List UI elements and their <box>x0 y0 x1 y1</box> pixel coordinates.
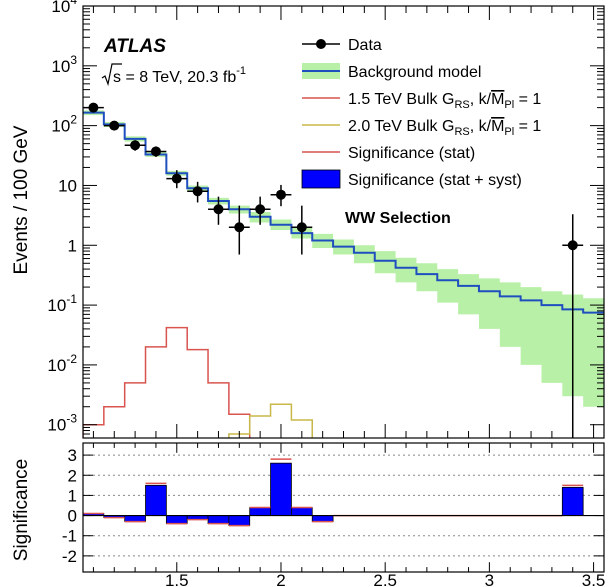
legend-data-marker <box>316 39 326 49</box>
annotations: ATLAS s = 8 TeV, 20.3 fb-1 WW Selection <box>101 36 451 227</box>
y-tick-label: 10-1 <box>47 292 77 315</box>
data-marker <box>275 189 286 200</box>
data-point <box>270 184 292 207</box>
legend-label: Data <box>348 37 382 54</box>
y-tick-label: 0 <box>68 507 77 526</box>
sqrt-icon <box>101 63 122 87</box>
data-point <box>291 205 313 255</box>
data-point <box>187 181 209 203</box>
selection-label: WW Selection <box>345 210 451 227</box>
data-point <box>124 140 146 151</box>
data-point <box>228 205 250 255</box>
x-axis: 1.5 2 2.5 3 3.5 <box>165 571 605 587</box>
background-uncertainty-band <box>83 110 604 407</box>
data-point <box>208 196 229 225</box>
legend-label: 2.0 TeV Bulk GRS, k/MPl = 1 <box>348 118 541 138</box>
y-tick-label: -1 <box>62 527 77 546</box>
legend-entry: Background model <box>302 63 481 81</box>
y-tick-label: 103 <box>51 53 77 76</box>
signal-1p5-tev-line <box>83 326 251 438</box>
significance-bar <box>270 462 292 516</box>
signal-2p0-tev-line <box>228 403 313 438</box>
data-point <box>166 170 188 189</box>
significance-bar <box>311 515 334 523</box>
bottom-plot-area <box>83 454 604 557</box>
y-axis-title-top: Events / 100 GeV <box>11 125 32 274</box>
y-tick-label: 102 <box>51 113 77 136</box>
data-point <box>249 196 271 225</box>
y-tick-label: -2 <box>62 547 77 566</box>
bottom-panel: 321 0-1-2 <box>62 442 605 573</box>
legend-entry: Significance (stat) <box>302 145 475 162</box>
data-marker <box>255 204 266 215</box>
data-marker <box>567 240 578 251</box>
data-marker <box>109 120 120 131</box>
y-tick-label: 10-2 <box>47 352 77 375</box>
data-marker <box>171 173 182 184</box>
y-axis-title-bottom: Significance <box>11 459 32 561</box>
legend-label: Significance (stat) <box>348 145 475 162</box>
y-tick-label: 10-3 <box>47 412 77 435</box>
legend-label: Background model <box>348 64 481 81</box>
x-tick-label: 2 <box>276 571 285 587</box>
top-plot-area <box>83 102 604 438</box>
significance-bar <box>249 507 271 516</box>
data-marker <box>296 222 307 233</box>
y-tick-label: 1 <box>68 486 77 505</box>
legend: Data Background model 1.5 TeV Bulk GRS, k/… <box>301 37 541 189</box>
bottom-frame <box>82 442 605 573</box>
significance-bar <box>228 515 251 527</box>
data-marker <box>234 222 245 233</box>
data-marker <box>213 204 224 215</box>
legend-entry: Data <box>302 37 382 54</box>
significance-bar <box>207 515 230 525</box>
x-tick-label: 1.5 <box>165 571 189 587</box>
x-tick-label: 3 <box>485 571 494 587</box>
data-point <box>145 146 167 157</box>
y-tick-label: 2 <box>68 466 77 485</box>
x-tick-label: 2.5 <box>373 571 397 587</box>
legend-entry: Significance (stat + syst) <box>301 169 522 189</box>
energy-lumi-label: s = 8 TeV, 20.3 fb-1 <box>113 65 246 86</box>
data-point <box>103 120 125 131</box>
significance-bar <box>561 486 584 516</box>
data-marker <box>130 140 141 151</box>
atlas-label: ATLAS <box>103 36 166 57</box>
legend-entry: 2.0 TeV Bulk GRS, k/MPl = 1 <box>302 118 541 138</box>
background-model-line <box>83 111 604 314</box>
data-marker <box>88 102 99 113</box>
data-marker <box>150 146 161 157</box>
significance-bar <box>145 484 167 516</box>
significance-bar <box>165 515 188 525</box>
y-tick-label: 1 <box>68 236 77 255</box>
data-point <box>562 214 584 438</box>
legend-label: Significance (stat + syst) <box>348 172 522 189</box>
significance-bar <box>124 515 146 523</box>
legend-label: 1.5 TeV Bulk GRS, k/MPl = 1 <box>348 91 541 111</box>
legend-entry: 1.5 TeV Bulk GRS, k/MPl = 1 <box>302 91 541 111</box>
y-tick-label: 10 <box>58 176 77 195</box>
significance-bar <box>290 507 313 516</box>
legend-fill-swatch <box>301 169 341 189</box>
data-marker <box>192 186 203 197</box>
y-tick-label: 3 <box>68 446 77 465</box>
y-tick-label: 104 <box>51 0 77 16</box>
x-tick-label: 3.5 <box>582 571 606 587</box>
